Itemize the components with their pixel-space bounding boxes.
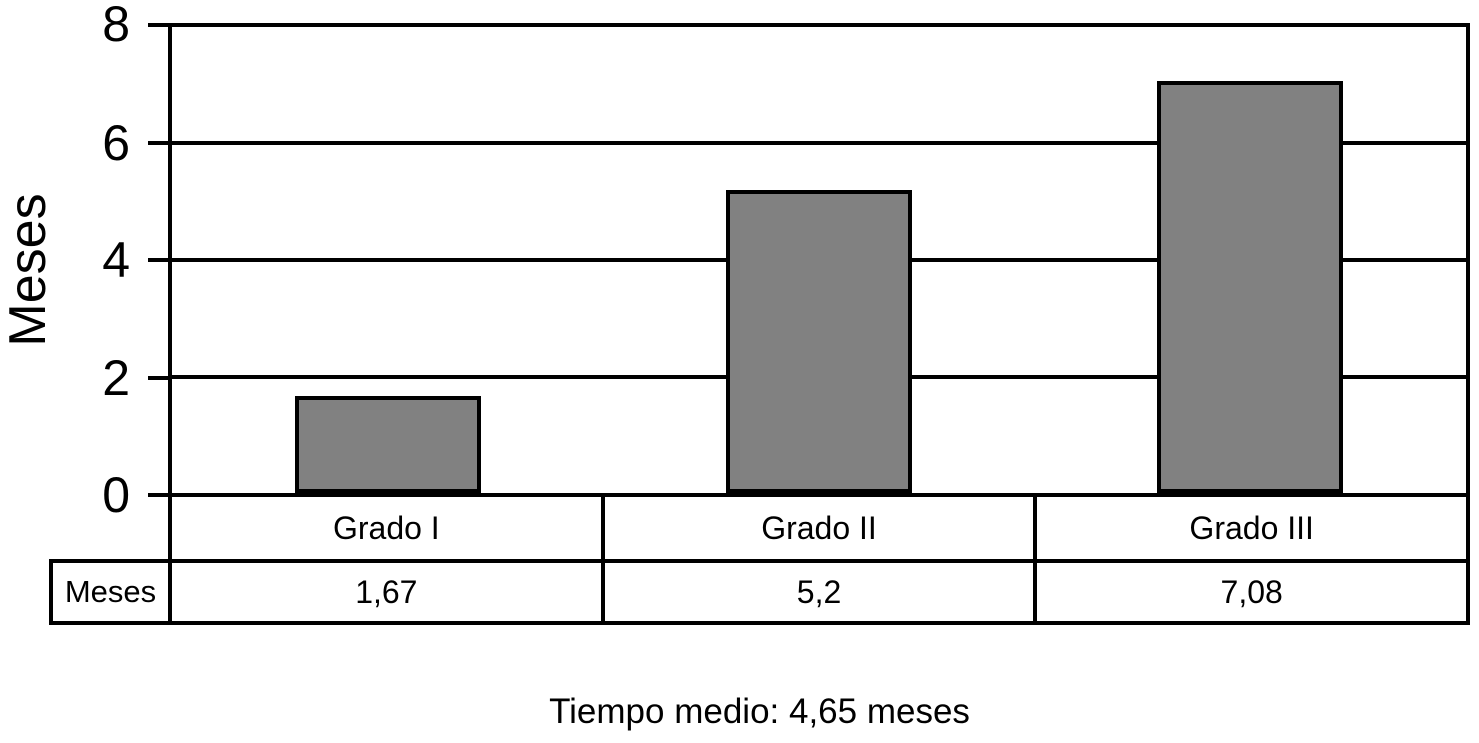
caption: Tiempo medio: 4,65 meses [549, 692, 970, 731]
gridline [172, 141, 1466, 145]
category-label-grado-i: Grado I [172, 497, 605, 559]
bar-grado-ii [726, 190, 912, 493]
y-tick-label: 6 [102, 115, 130, 171]
y-tick-mark [148, 141, 172, 145]
bar-grado-i [294, 395, 481, 493]
y-tick-mark [148, 258, 172, 262]
category-label-grado-ii: Grado II [605, 497, 1038, 559]
category-row: Grado I Grado II Grado III [168, 493, 1470, 563]
value-cell-grado-iii: 7,08 [1220, 574, 1283, 610]
value-cell-grado-ii: 5,2 [605, 563, 1038, 621]
series-label-cell: Meses [53, 563, 172, 621]
plot-area [168, 23, 1470, 497]
value-row: Meses 1,67 5,2 7,08 [49, 559, 1470, 625]
y-tick-mark [148, 23, 172, 27]
y-tick-mark [148, 376, 172, 380]
y-tick-label: 0 [102, 467, 130, 523]
y-tick-mark [148, 493, 172, 497]
y-tick-label: 2 [102, 350, 130, 406]
category-label-grado-iii: Grado III [1189, 510, 1314, 546]
y-tick-label: 8 [102, 0, 130, 52]
bar-grado-iii [1157, 80, 1344, 493]
value-cell-grado-i: 1,67 [172, 563, 605, 621]
y-tick-label: 4 [102, 232, 130, 288]
